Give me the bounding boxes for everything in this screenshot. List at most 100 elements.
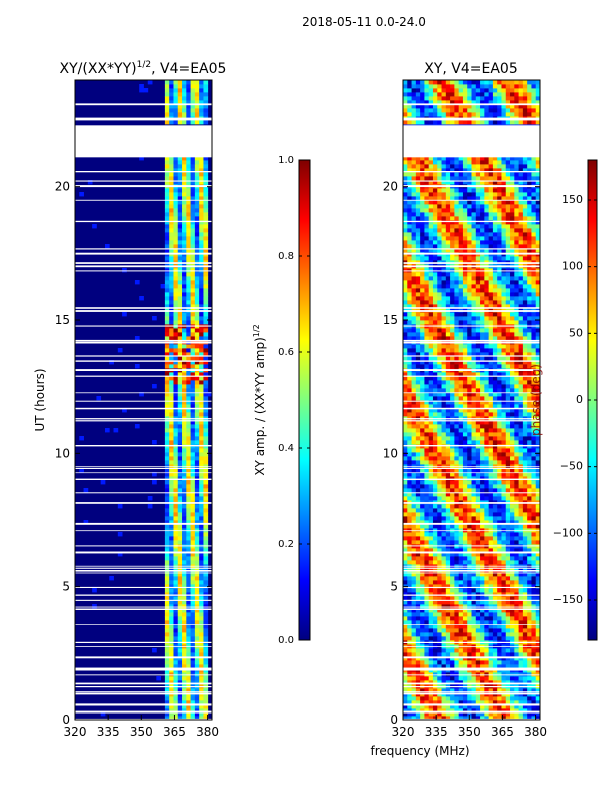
heatmap-cell: [165, 92, 170, 96]
flagged-gap-line: [75, 587, 212, 588]
y-tick-label: 5: [62, 580, 70, 594]
heatmap-cell: [437, 504, 442, 508]
heatmap-cell: [182, 676, 187, 680]
heatmap-cell: [182, 284, 187, 288]
heatmap-cell: [424, 448, 429, 452]
heatmap-cell: [182, 488, 187, 492]
heatmap-cell: [203, 448, 208, 452]
heatmap-cell: [506, 396, 511, 400]
heatmap-cell: [191, 212, 196, 216]
figure-suptitle: 2018-05-11 0.0-24.0: [302, 15, 426, 29]
heatmap-cell: [450, 556, 455, 560]
heatmap-cell: [165, 604, 170, 608]
heatmap-cell: [514, 512, 519, 516]
heatmap-cell: [199, 648, 204, 652]
heatmap-cell: [437, 532, 442, 536]
heatmap-cell: [186, 228, 191, 232]
heatmap-cell: [454, 456, 459, 460]
heatmap-cell: [182, 516, 187, 520]
heatmap-cell: [463, 516, 468, 520]
heatmap-cell: [169, 396, 174, 400]
heatmap-cell: [501, 400, 506, 404]
heatmap-cell: [433, 504, 438, 508]
heatmap-cell: [178, 452, 183, 456]
heatmap-cell: [203, 364, 208, 368]
heatmap-cell: [178, 236, 183, 240]
heatmap-cell: [497, 332, 502, 336]
heatmap-cell: [403, 660, 408, 664]
heatmap-cell: [182, 448, 187, 452]
heatmap-cell: [480, 364, 485, 368]
heatmap-cell: [178, 588, 183, 592]
heatmap-cell: [501, 508, 506, 512]
heatmap-cell: [497, 652, 502, 656]
heatmap-cell: [173, 276, 178, 280]
heatmap-cell: [480, 528, 485, 532]
heatmap-cell: [186, 480, 191, 484]
flagged-gap-line: [75, 624, 212, 625]
heatmap-cell: [191, 508, 196, 512]
heatmap-cell: [501, 672, 506, 676]
heatmap-cell: [403, 516, 408, 520]
heatmap-cell: [173, 620, 178, 624]
heatmap-cell: [199, 272, 204, 276]
heatmap-cell: [199, 208, 204, 212]
heatmap-cell: [416, 388, 421, 392]
heatmap-cell: [169, 236, 174, 240]
heatmap-cell: [420, 540, 425, 544]
heatmap-cell: [195, 480, 200, 484]
heatmap-cell: [424, 676, 429, 680]
heatmap-cell: [416, 320, 421, 324]
heatmap-cell: [199, 312, 204, 316]
heatmap-cell: [519, 364, 524, 368]
heatmap-cell: [506, 508, 511, 512]
heatmap-cell: [523, 440, 528, 444]
heatmap-cell: [523, 532, 528, 536]
left-colorbar-label-superscript: 1/2: [252, 324, 261, 337]
heatmap-cell: [203, 428, 208, 432]
heatmap-cell: [476, 628, 481, 632]
heatmap-cell: [429, 528, 434, 532]
heatmap-cell: [467, 388, 472, 392]
heatmap-cell: [489, 512, 494, 516]
heatmap-cell: [501, 648, 506, 652]
heatmap-cell: [514, 316, 519, 320]
heatmap-cell: [519, 588, 524, 592]
heatmap-cell: [178, 316, 183, 320]
heatmap-cell: [416, 612, 421, 616]
heatmap-cell: [191, 296, 196, 300]
heatmap-cell: [454, 484, 459, 488]
heatmap-cell: [531, 440, 536, 444]
heatmap-cell: [510, 560, 515, 564]
heatmap-cell: [493, 452, 498, 456]
heatmap-cell: [420, 328, 425, 332]
heatmap-cell: [416, 676, 421, 680]
heatmap-cell: [139, 84, 144, 88]
heatmap-cell: [442, 384, 447, 388]
heatmap-cell: [501, 452, 506, 456]
heatmap-cell: [191, 696, 196, 700]
heatmap-cell: [420, 596, 425, 600]
heatmap-cell: [424, 512, 429, 516]
heatmap-cell: [527, 348, 532, 352]
heatmap-cell: [203, 88, 208, 92]
heatmap-cell: [476, 312, 481, 316]
heatmap-cell: [173, 284, 178, 288]
heatmap-cell: [493, 384, 498, 388]
heatmap-cell: [182, 556, 187, 560]
heatmap-cell: [195, 576, 200, 580]
heatmap-cell: [420, 512, 425, 516]
heatmap-cell: [191, 436, 196, 440]
heatmap-cell: [480, 460, 485, 464]
heatmap-cell: [199, 672, 204, 676]
heatmap-cell: [437, 436, 442, 440]
heatmap-cell: [424, 636, 429, 640]
flagged-gap-line: [75, 607, 212, 608]
heatmap-cell: [199, 436, 204, 440]
heatmap-cell: [199, 412, 204, 416]
flagged-gap-line: [75, 692, 212, 694]
heatmap-cell: [195, 528, 200, 532]
heatmap-cell: [178, 676, 183, 680]
heatmap-cell: [169, 560, 174, 564]
heatmap-cell: [463, 412, 468, 416]
